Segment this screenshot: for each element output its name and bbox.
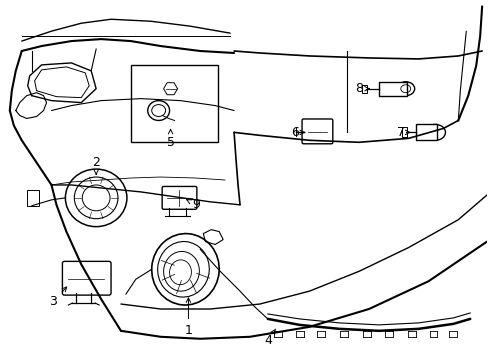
Text: 7: 7 — [396, 126, 409, 139]
Ellipse shape — [396, 82, 414, 96]
Ellipse shape — [147, 100, 169, 121]
Bar — [131, 65, 218, 142]
Bar — [378, 82, 406, 96]
Text: 5: 5 — [166, 130, 174, 149]
Ellipse shape — [65, 169, 127, 227]
Bar — [27, 190, 39, 206]
Ellipse shape — [151, 234, 219, 305]
Ellipse shape — [425, 125, 445, 140]
FancyBboxPatch shape — [302, 119, 332, 144]
Text: 3: 3 — [49, 287, 66, 307]
FancyBboxPatch shape — [162, 186, 197, 209]
Bar — [401, 127, 406, 137]
Text: 9: 9 — [186, 198, 200, 211]
Text: 8: 8 — [354, 82, 368, 95]
Ellipse shape — [74, 177, 118, 219]
Text: 1: 1 — [184, 298, 192, 337]
Text: 4: 4 — [264, 329, 275, 347]
Bar — [415, 125, 437, 140]
Text: 6: 6 — [290, 126, 304, 139]
Text: 2: 2 — [92, 156, 100, 175]
Bar — [361, 85, 366, 93]
FancyBboxPatch shape — [62, 261, 111, 295]
